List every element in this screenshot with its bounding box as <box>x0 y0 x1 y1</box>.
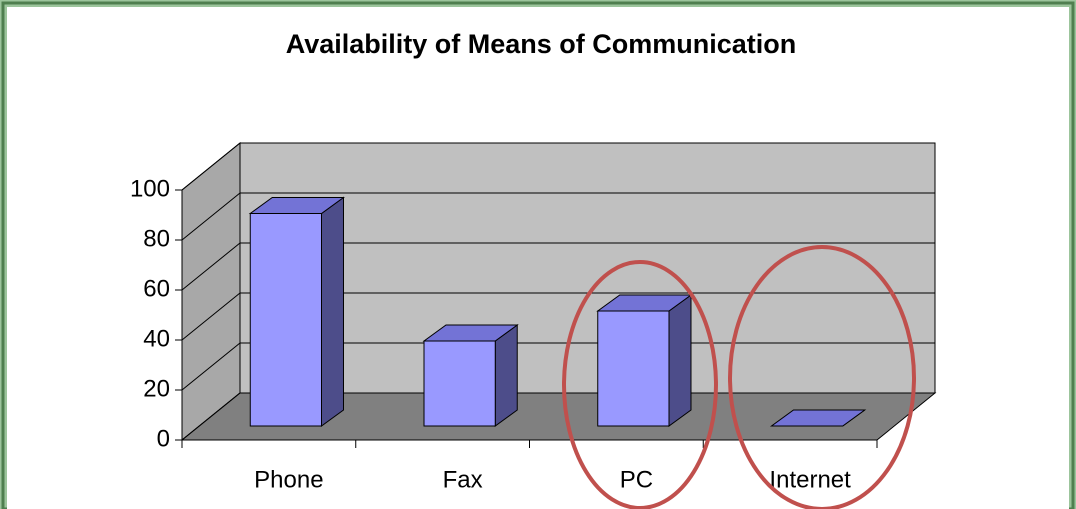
bar-front <box>249 213 322 427</box>
x-tick-label: Internet <box>769 466 851 493</box>
x-tick-label: PC <box>620 466 653 493</box>
bar <box>769 409 867 427</box>
plot: 0 20 40 60 80 100 Phone Fax PC Internet <box>130 141 937 493</box>
bar <box>422 324 519 427</box>
highlight-ellipse <box>728 245 916 509</box>
bar <box>248 196 346 427</box>
grid-line <box>181 142 935 191</box>
chart-title: Availability of Means of Communication <box>286 29 797 59</box>
back-wall <box>239 142 936 394</box>
bar-top <box>769 409 867 427</box>
bar-front <box>423 340 496 427</box>
y-tick-label: 60 <box>143 275 170 302</box>
x-tick-label: Phone <box>254 466 323 493</box>
x-tick-label: Fax <box>443 466 483 493</box>
y-tick-label: 80 <box>143 225 170 252</box>
grid-line <box>181 192 935 241</box>
left-wall <box>181 141 241 442</box>
bar-side <box>494 324 518 427</box>
y-tick-label: 100 <box>130 175 170 202</box>
y-tick-label: 20 <box>143 375 170 402</box>
y-tick-label: 0 <box>157 425 170 452</box>
bar <box>596 294 693 427</box>
grid-line <box>181 342 935 391</box>
grid-line <box>181 242 935 291</box>
highlight-ellipse <box>562 260 718 509</box>
grid-line <box>181 392 935 441</box>
grid-line <box>181 292 935 341</box>
bar-side <box>668 294 692 427</box>
bar-side <box>320 196 344 427</box>
y-tick-label: 40 <box>143 325 170 352</box>
bar-front <box>597 310 670 427</box>
